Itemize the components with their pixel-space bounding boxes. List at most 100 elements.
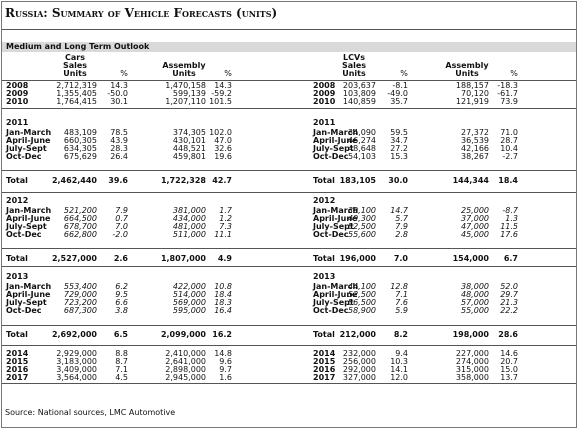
cell: 48,648: [348, 144, 376, 153]
cell: 71.0: [500, 128, 518, 137]
period-year: 2011: [313, 118, 336, 127]
cell: 2,099,000: [160, 330, 206, 339]
row-label: Total: [313, 254, 335, 263]
cell: 28.6: [498, 330, 518, 339]
cell: 47.0: [214, 136, 232, 145]
cell: 32.6: [214, 144, 232, 153]
row-label: Jan-March: [313, 128, 359, 137]
separator: [2, 266, 576, 267]
column-header: %: [510, 69, 518, 78]
cell: 17.6: [500, 230, 518, 239]
cell: 8.7: [115, 357, 128, 366]
cell: 8.8: [115, 349, 128, 358]
cell: -8.7: [502, 206, 518, 215]
cell: 38,000: [461, 282, 489, 291]
cell: 49,300: [348, 214, 376, 223]
row-label: 2009: [6, 89, 29, 98]
cell: 553,400: [63, 282, 97, 291]
cell: 483,109: [63, 128, 97, 137]
cell: 10.8: [214, 282, 232, 291]
row-label: 2016: [6, 365, 29, 374]
cell: 1.2: [219, 214, 232, 223]
separator: [2, 80, 576, 81]
row-label: July-Sept: [6, 144, 47, 153]
cell: 327,000: [342, 373, 376, 382]
column-header: Units: [455, 69, 479, 78]
cell: 203,637: [342, 81, 376, 90]
cell: 198,000: [452, 330, 489, 339]
cell: 3,183,000: [56, 357, 97, 366]
cell: 6.6: [115, 298, 128, 307]
column-header: Assembly: [162, 61, 206, 70]
cell: 5.9: [395, 306, 408, 315]
cell: 9.7: [219, 365, 232, 374]
row-label: 2017: [313, 373, 336, 382]
cell: 35.7: [390, 97, 408, 106]
cell: 2,462,440: [51, 176, 97, 185]
cell: 569,000: [172, 298, 206, 307]
cell: 1,764,415: [56, 97, 97, 106]
row-label: 2010: [6, 97, 29, 106]
cell: 8.2: [393, 330, 408, 339]
cell: 2.8: [395, 230, 408, 239]
column-header: Sales: [341, 61, 367, 70]
cell: 37,000: [461, 214, 489, 223]
cell: 599,139: [172, 89, 206, 98]
cell: 20.7: [500, 357, 518, 366]
column-header: Sales: [62, 61, 88, 70]
cell: 634,305: [63, 144, 97, 153]
row-label: Total: [6, 254, 28, 263]
cell: 2,929,000: [56, 349, 97, 358]
cell: 59.5: [390, 128, 408, 137]
cell: 3.8: [115, 306, 128, 315]
row-label: Oct-Dec: [313, 306, 349, 315]
cell: 18.4: [214, 290, 232, 299]
cell: -49.0: [387, 89, 408, 98]
cell: 47,000: [461, 222, 489, 231]
row-label: Total: [6, 330, 28, 339]
cell: 7.0: [115, 222, 128, 231]
period-year: 2012: [313, 196, 336, 205]
cell: -61.7: [497, 89, 518, 98]
cell: 34.7: [390, 136, 408, 145]
cell: 18.4: [498, 176, 518, 185]
cell: -2.0: [112, 230, 128, 239]
cell: 2,527,000: [51, 254, 97, 263]
period-year: 2011: [6, 118, 29, 127]
cell: 1.6: [219, 373, 232, 382]
cell: 101.5: [209, 97, 232, 106]
section-header: Medium and Long Term Outlook: [2, 42, 576, 52]
cell: 14.3: [110, 81, 128, 90]
cell: 27.2: [390, 144, 408, 153]
cell: 2,945,000: [165, 373, 206, 382]
cell: 16.4: [214, 306, 232, 315]
cell: 9.6: [219, 357, 232, 366]
row-label: July-Sept: [6, 222, 47, 231]
row-label: 2016: [313, 365, 336, 374]
cell: 18.3: [214, 298, 232, 307]
cell: 7.9: [395, 222, 408, 231]
cell: 662,800: [63, 230, 97, 239]
cell: 54,103: [348, 152, 376, 161]
row-label: 2009: [313, 89, 336, 98]
cell: 422,000: [172, 282, 206, 291]
cell: 56,500: [348, 298, 376, 307]
cell: 2,410,000: [165, 349, 206, 358]
cell: 52,500: [348, 222, 376, 231]
row-label: July-Sept: [6, 298, 47, 307]
cell: 52.0: [500, 282, 518, 291]
row-label: Oct-Dec: [313, 152, 349, 161]
cell: 729,000: [63, 290, 97, 299]
column-header: Cars: [65, 53, 85, 62]
cell: 374,305: [172, 128, 206, 137]
separator: [2, 108, 576, 109]
cell: 70,120: [461, 89, 489, 98]
column-header: LCVs: [343, 53, 365, 62]
cell: 140,859: [342, 97, 376, 106]
separator: [2, 170, 576, 171]
cell: 42.7: [212, 176, 232, 185]
cell: 4.5: [115, 373, 128, 382]
cell: 381,000: [172, 206, 206, 215]
cell: 521,200: [63, 206, 97, 215]
